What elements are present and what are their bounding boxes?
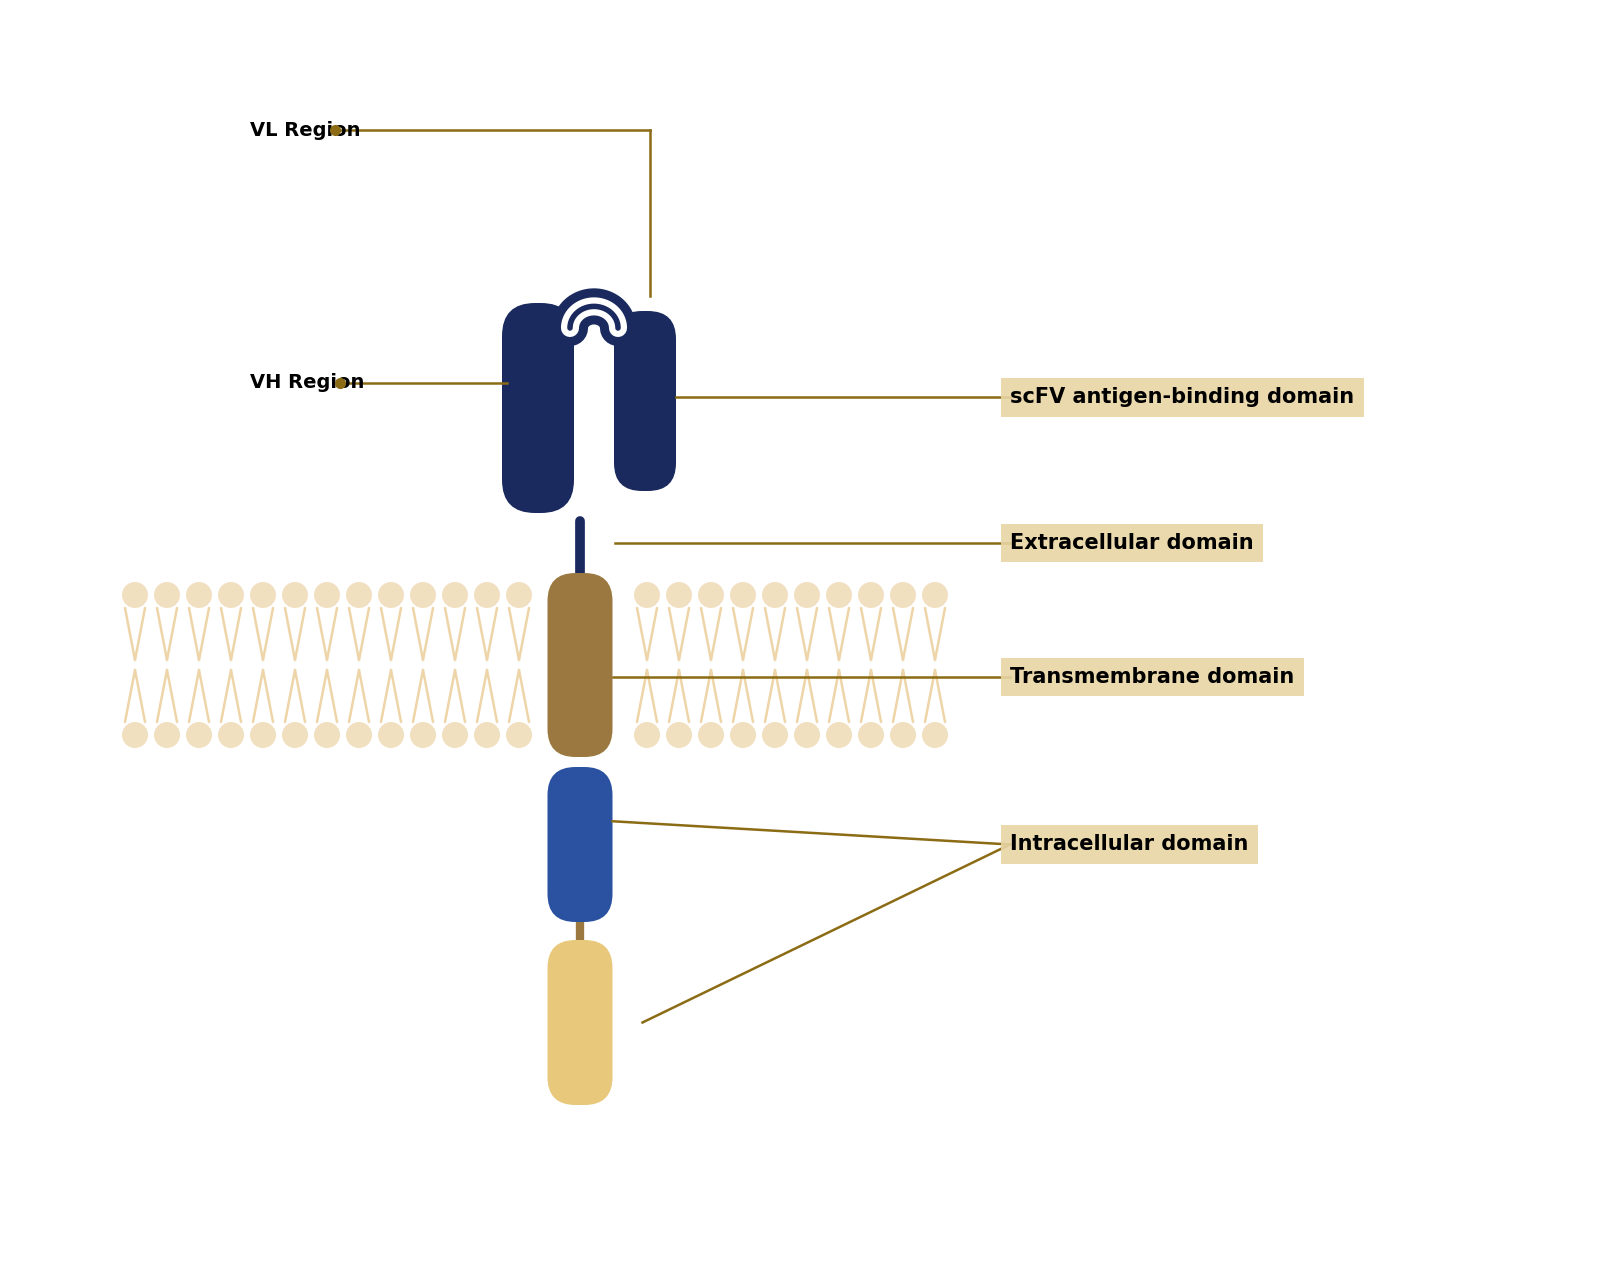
- Circle shape: [826, 582, 851, 608]
- Circle shape: [186, 582, 211, 608]
- FancyBboxPatch shape: [547, 940, 613, 1105]
- Circle shape: [666, 582, 691, 608]
- Circle shape: [122, 723, 147, 748]
- Circle shape: [218, 723, 243, 748]
- Text: scFV antigen-binding domain: scFV antigen-binding domain: [1010, 387, 1354, 408]
- Circle shape: [410, 723, 435, 748]
- Circle shape: [890, 723, 915, 748]
- Text: VH Region: VH Region: [250, 373, 365, 392]
- Circle shape: [346, 723, 371, 748]
- Circle shape: [282, 723, 307, 748]
- Circle shape: [634, 723, 661, 748]
- Circle shape: [698, 582, 723, 608]
- Circle shape: [698, 723, 723, 748]
- Circle shape: [826, 723, 851, 748]
- Circle shape: [730, 723, 757, 748]
- FancyBboxPatch shape: [502, 304, 574, 513]
- Circle shape: [858, 582, 885, 608]
- Circle shape: [506, 723, 531, 748]
- Circle shape: [122, 582, 147, 608]
- Circle shape: [250, 723, 277, 748]
- Circle shape: [154, 582, 179, 608]
- Circle shape: [154, 723, 179, 748]
- Text: Extracellular domain: Extracellular domain: [1010, 533, 1254, 552]
- FancyBboxPatch shape: [614, 311, 677, 491]
- FancyBboxPatch shape: [547, 573, 613, 757]
- Circle shape: [442, 723, 467, 748]
- Circle shape: [506, 582, 531, 608]
- Circle shape: [666, 723, 691, 748]
- Circle shape: [474, 582, 499, 608]
- Circle shape: [922, 723, 947, 748]
- Circle shape: [378, 723, 403, 748]
- Text: VL Region: VL Region: [250, 121, 360, 140]
- Circle shape: [890, 582, 915, 608]
- Circle shape: [922, 582, 947, 608]
- Circle shape: [794, 723, 819, 748]
- Circle shape: [762, 582, 787, 608]
- Circle shape: [314, 582, 339, 608]
- Circle shape: [218, 582, 243, 608]
- Circle shape: [730, 582, 757, 608]
- FancyBboxPatch shape: [547, 767, 613, 922]
- Text: Transmembrane domain: Transmembrane domain: [1010, 667, 1294, 687]
- Circle shape: [250, 582, 277, 608]
- Circle shape: [378, 582, 403, 608]
- Circle shape: [314, 723, 339, 748]
- Circle shape: [346, 582, 371, 608]
- Circle shape: [474, 723, 499, 748]
- Text: Intracellular domain: Intracellular domain: [1010, 834, 1248, 855]
- Circle shape: [634, 582, 661, 608]
- Circle shape: [762, 723, 787, 748]
- Circle shape: [858, 723, 885, 748]
- Circle shape: [410, 582, 435, 608]
- Circle shape: [442, 582, 467, 608]
- Circle shape: [186, 723, 211, 748]
- Circle shape: [794, 582, 819, 608]
- Circle shape: [282, 582, 307, 608]
